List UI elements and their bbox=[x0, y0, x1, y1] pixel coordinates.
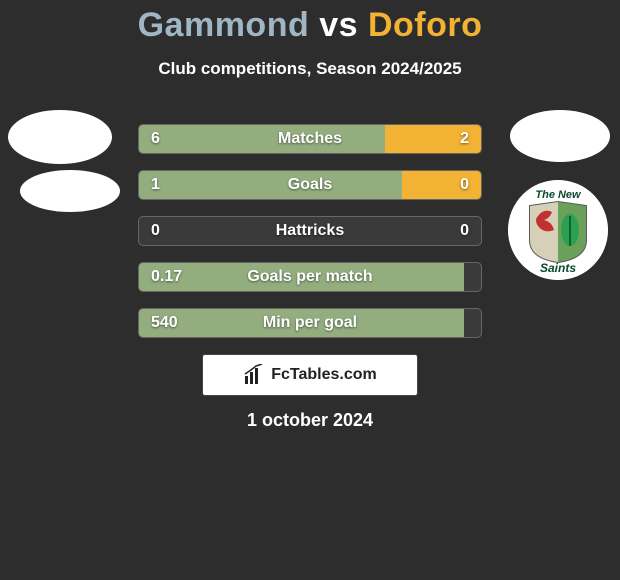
bar-right-value: 2 bbox=[460, 125, 469, 153]
player1-name: Gammond bbox=[138, 6, 310, 44]
subtitle: Club competitions, Season 2024/2025 bbox=[0, 59, 620, 79]
crest-bottom-text: Saints bbox=[540, 261, 576, 275]
bar-label: Min per goal bbox=[139, 309, 481, 337]
bar-label: Hattricks bbox=[139, 217, 481, 245]
crest-top-text: The New bbox=[535, 189, 582, 201]
player1-avatar-placeholder bbox=[8, 110, 112, 164]
bar-row: Goals1 0 bbox=[138, 170, 482, 200]
bar-right-value: 0 bbox=[460, 217, 469, 245]
bar-left-value: 1 bbox=[151, 171, 160, 199]
bar-left-value: 0.17 bbox=[151, 263, 182, 291]
bar-row: Min per goal540 bbox=[138, 308, 482, 338]
player2-avatar-placeholder bbox=[510, 110, 610, 162]
bar-left-value: 6 bbox=[151, 125, 160, 153]
bar-label: Matches bbox=[139, 125, 481, 153]
bar-left-value: 540 bbox=[151, 309, 178, 337]
player1-club-placeholder bbox=[20, 170, 120, 212]
bar-left-value: 0 bbox=[151, 217, 160, 245]
title-vs: vs bbox=[319, 6, 358, 44]
bar-label: Goals bbox=[139, 171, 481, 199]
bar-row: Goals per match0.17 bbox=[138, 262, 482, 292]
date-line: 1 october 2024 bbox=[0, 410, 620, 431]
page-title: Gammond vs Doforo bbox=[0, 0, 620, 45]
bar-row: Hattricks0 0 bbox=[138, 216, 482, 246]
chart-icon bbox=[243, 364, 265, 386]
comparison-bars: Matches62Goals10Hattricks00Goals per mat… bbox=[138, 124, 482, 354]
source-logo-text: FcTables.com bbox=[271, 366, 377, 384]
crest-svg: The New Saints bbox=[508, 180, 608, 280]
bar-right-value: 0 bbox=[460, 171, 469, 199]
source-logo: FcTables.com bbox=[202, 354, 418, 396]
bar-label: Goals per match bbox=[139, 263, 481, 291]
player2-club-crest: The New Saints bbox=[508, 180, 608, 280]
bar-row: Matches6 2 bbox=[138, 124, 482, 154]
player2-name: Doforo bbox=[368, 6, 482, 44]
